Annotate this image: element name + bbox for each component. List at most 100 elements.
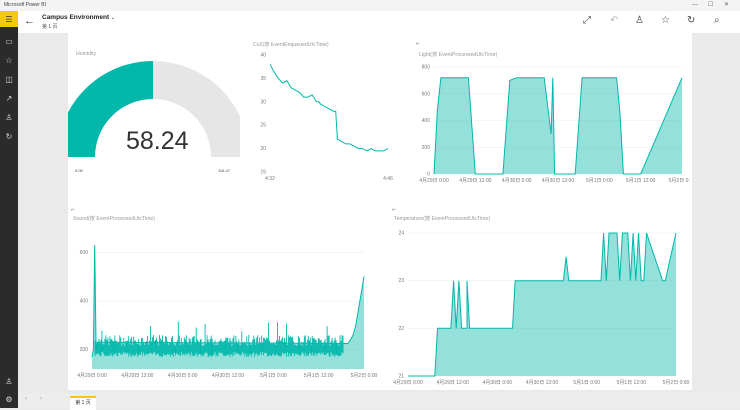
series-line — [91, 245, 365, 357]
x-tick-label: 4:32 — [265, 176, 275, 182]
x-tick-label: 4月30日 12:00 — [542, 178, 574, 184]
y-tick-label: 24 — [398, 231, 404, 237]
hamburger-menu-icon[interactable]: ☰ — [0, 11, 18, 27]
sound-tile[interactable]: ⌐ Sound(按 EventProcessedUtcTime) 600 400 2… — [68, 207, 380, 386]
x-tick-label: 5月1日 0:00 — [586, 178, 613, 184]
x-tick-label: 4月30日 0:00 — [168, 373, 198, 379]
dashboard-header: ← Campus Environment ⌄ 第 1 页 ⤢ ↶ ♙ ☆ ↻ ⌕ — [18, 11, 740, 33]
gauge-chart — [68, 61, 240, 158]
x-tick-label: 4月30日 0:00 — [502, 178, 532, 184]
tile-marker: ⌐ — [71, 207, 75, 213]
temperature-tile[interactable]: ⌐ Temperature(按 EventProcessedUtcTime) 2… — [390, 207, 690, 387]
y-tick-label: 400 — [80, 299, 89, 305]
y-tick-label: 0 — [427, 172, 430, 178]
left-nav: ☰ ▭ ☆ ◫ ↗ ♙ ↻ ♙ ⚙ — [0, 11, 18, 408]
co2-title: Co2(按 EventEnqueuedUtcTime) — [253, 42, 329, 48]
tab-page-1[interactable]: 第 1 页 — [70, 396, 96, 410]
account-icon[interactable]: ♙ — [5, 376, 13, 386]
x-tick-label: 4月29日 0:00 — [77, 373, 107, 379]
back-arrow-icon[interactable]: ← — [24, 15, 35, 27]
light-title: Light(按 EventProcessedUtcTime) — [419, 52, 498, 58]
x-tick-label: 5月1日 0:00 — [573, 380, 600, 386]
series-line — [433, 77, 683, 175]
tile-marker: ⌐ — [416, 41, 420, 47]
humidity-tile[interactable]: Humidity 58.24 0.00 116.47 — [68, 43, 240, 193]
chevron-down-icon: ⌄ — [111, 15, 116, 21]
series-line — [408, 232, 677, 377]
y-tick-label: 40 — [260, 53, 266, 59]
recent-icon[interactable]: ↻ — [5, 131, 13, 141]
favorites-icon[interactable]: ☆ — [5, 55, 13, 65]
app-title: Microsoft Power BI — [4, 2, 46, 8]
close-button[interactable]: ✕ — [724, 2, 730, 8]
fullscreen-icon[interactable]: ⤢ — [583, 15, 591, 26]
gauge-max: 116.47 — [218, 168, 230, 173]
x-tick-label: 5月1日 0:00 — [260, 373, 287, 379]
undo-icon[interactable]: ↶ — [610, 15, 619, 26]
x-tick-label: 4月29日 12:00 — [437, 380, 469, 386]
y-tick-label: 35 — [260, 76, 266, 82]
y-tick-label: 800 — [422, 65, 431, 71]
x-tick-label: 5月1日 12:00 — [617, 380, 647, 386]
title-bar: Microsoft Power BI — ☐ ✕ — [0, 0, 740, 11]
minimize-button[interactable]: — — [692, 2, 698, 8]
x-tick-label: 5月1日 12:00 — [626, 178, 656, 184]
series-line — [269, 64, 389, 152]
refresh-icon[interactable]: ↻ — [687, 15, 696, 26]
gauge-fill — [68, 61, 154, 158]
x-tick-label: 4月29日 12:00 — [121, 373, 153, 379]
sound-chart: 600 400 200 4月29日 0:00 4月29日 12:00 4月30日 0:00… — [77, 245, 378, 379]
x-tick-label: 4月30日 0:00 — [483, 380, 513, 386]
x-tick-label: 5月2日 0:00 — [669, 178, 690, 184]
apps-icon[interactable]: ◫ — [5, 74, 13, 84]
y-tick-label: 200 — [80, 347, 89, 353]
page-tabs-bar: ‹ › 第 1 页 — [18, 393, 740, 410]
maximize-button[interactable]: ☐ — [708, 2, 714, 8]
series-area — [434, 77, 682, 174]
settings-gear-icon[interactable]: ⚙ — [5, 394, 13, 404]
x-tick-label: 4月30日 12:00 — [526, 380, 558, 386]
person-icon[interactable]: ♙ — [5, 112, 13, 122]
dashboard-canvas: Humidity 58.24 0.00 116.47 Co2(按 EventEn… — [68, 33, 692, 390]
shared-icon[interactable]: ↗ — [5, 93, 13, 103]
x-tick-label: 5月2日 0:00 — [663, 380, 690, 386]
y-tick-label: 400 — [422, 118, 431, 124]
co2-tile[interactable]: Co2(按 EventEnqueuedUtcTime) 40 35 30 25 20 15… — [248, 33, 398, 188]
favorite-star-icon[interactable]: ☆ — [661, 15, 670, 26]
next-page-icon[interactable]: › — [40, 396, 42, 402]
search-icon[interactable]: ⌕ — [714, 15, 720, 26]
y-tick-label: 21 — [398, 374, 404, 380]
x-tick-label: 4:46 — [383, 176, 393, 182]
y-tick-label: 30 — [260, 99, 266, 105]
gauge-title: Humidity — [76, 51, 97, 57]
gauge-value: 58.24 — [126, 127, 189, 155]
x-tick-label: 4月30日 12:00 — [212, 373, 244, 379]
y-tick-label: 25 — [260, 123, 266, 129]
series-noise — [94, 321, 344, 357]
y-tick-label: 20 — [260, 146, 266, 152]
x-tick-label: 4月29日 0:00 — [393, 380, 423, 386]
x-tick-label: 4月29日 12:00 — [459, 178, 491, 184]
gauge-min: 0.00 — [75, 168, 83, 173]
series-area — [408, 233, 676, 376]
y-tick-label: 22 — [398, 326, 404, 332]
x-tick-label: 5月2日 0:00 — [351, 373, 378, 379]
y-tick-label: 600 — [80, 250, 89, 256]
dashboard-icon[interactable]: ▭ — [5, 36, 13, 46]
y-tick-label: 200 — [422, 145, 431, 151]
temperature-title: Temperature(按 EventProcessedUtcTime) — [394, 216, 491, 222]
share-person-icon[interactable]: ♙ — [635, 15, 644, 26]
sound-title: Sound(按 EventProcessedUtcTime) — [73, 216, 155, 222]
x-tick-label: 5月1日 12:00 — [304, 373, 334, 379]
prev-page-icon[interactable]: ‹ — [25, 396, 27, 402]
dashboard-title[interactable]: Campus Environment ⌄ — [42, 14, 116, 21]
x-tick-label: 4月29日 0:00 — [419, 178, 449, 184]
y-tick-label: 600 — [422, 91, 431, 97]
y-tick-label: 15 — [260, 170, 266, 176]
co2-chart: 40 35 30 25 20 154:32 4:46 — [260, 53, 393, 183]
page-subtitle: 第 1 页 — [42, 24, 58, 30]
y-tick-label: 23 — [398, 278, 404, 284]
light-tile[interactable]: ⌐ Light(按 EventProcessedUtcTime) 800 600 4… — [416, 33, 690, 188]
